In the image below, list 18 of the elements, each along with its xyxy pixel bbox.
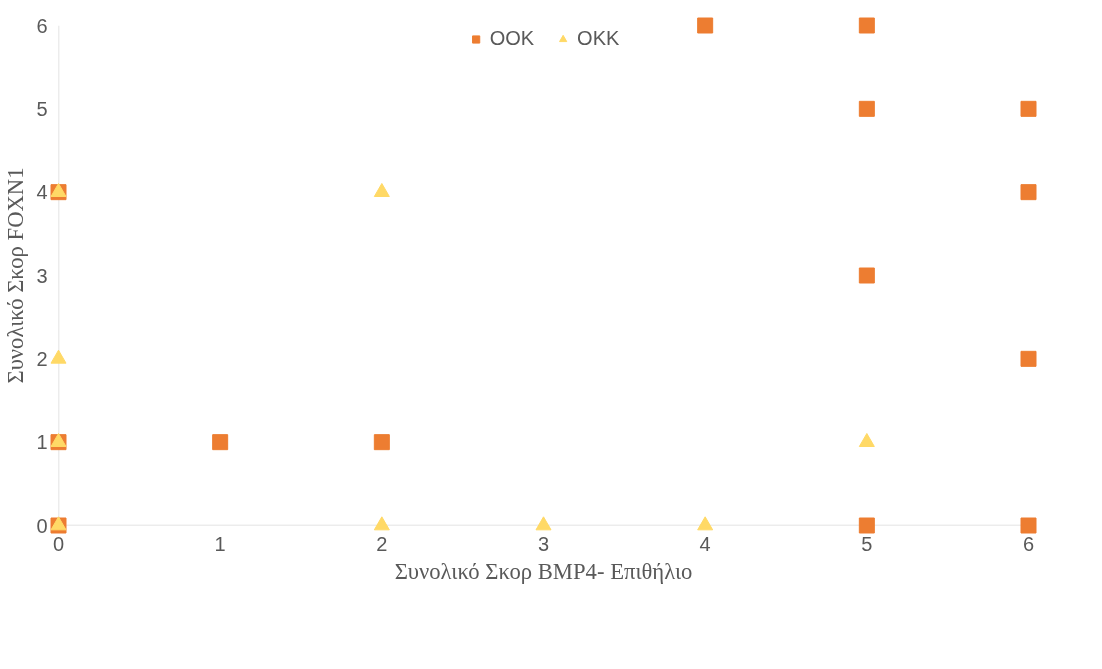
y-tick-label: 5 [36, 97, 48, 120]
legend-label: OOK [489, 27, 535, 50]
x-tick-label: 5 [861, 532, 873, 555]
x-axis-title: Συνολικό Σκορ BMP4- Επιθήλιο [394, 558, 693, 584]
legend-label: OKK [577, 27, 620, 50]
y-tick-label: 3 [36, 264, 48, 287]
x-tick-label: 3 [537, 532, 550, 555]
y-tick-label: 6 [36, 14, 48, 37]
y-axis-title: Συνολικό Σκορ FOXN1 [3, 167, 29, 384]
x-tick-label: 0 [52, 532, 65, 555]
y-tick-label: 2 [36, 347, 48, 370]
x-tick-label: 1 [214, 532, 226, 555]
x-tick-label: 6 [1022, 532, 1035, 555]
x-tick-label: 2 [376, 532, 388, 555]
y-tick-label: 4 [36, 181, 48, 204]
x-tick-label: 4 [699, 532, 711, 555]
y-tick-label: 1 [36, 431, 48, 454]
y-tick-label: 0 [36, 514, 48, 537]
